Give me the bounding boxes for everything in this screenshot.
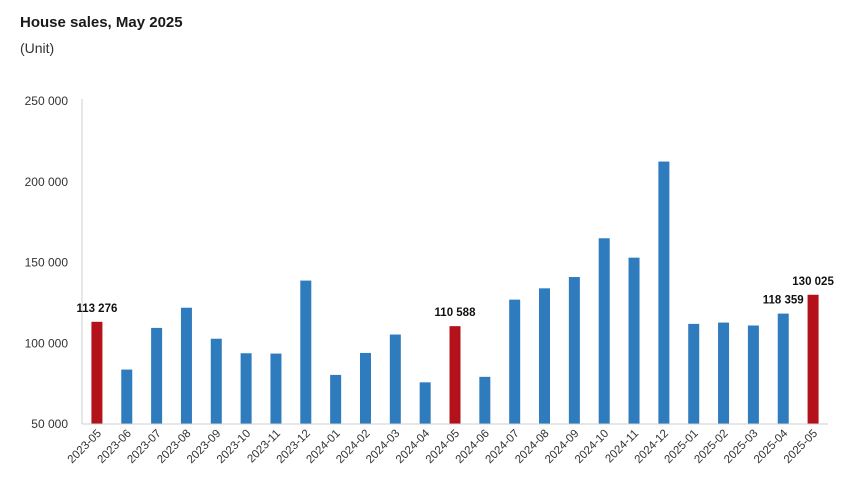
bar-2024-06 bbox=[479, 376, 491, 424]
bar-2025-04 bbox=[777, 313, 789, 424]
y-tick-label: 50 000 bbox=[31, 417, 68, 431]
y-axis: 50 000 100 000 150 000 200 000 250 000 bbox=[25, 94, 83, 431]
bar-2025-01 bbox=[688, 323, 700, 424]
y-tick-label: 200 000 bbox=[25, 175, 69, 189]
bar-2025-05 bbox=[807, 294, 819, 424]
data-label: 118 359 bbox=[763, 295, 804, 307]
data-label: 113 276 bbox=[76, 303, 117, 315]
x-axis: 2023-052023-062023-072023-082023-092023-… bbox=[66, 423, 828, 466]
bar-2023-09 bbox=[210, 338, 222, 424]
bar-2024-09 bbox=[568, 277, 580, 424]
bar-2023-11 bbox=[270, 353, 282, 424]
y-tick-label: 250 000 bbox=[25, 94, 69, 108]
bar-2024-02 bbox=[359, 352, 371, 424]
data-labels: 113 276 110 588 118 359 130 025 bbox=[76, 276, 834, 319]
bars bbox=[91, 161, 819, 424]
bar-2024-10 bbox=[598, 238, 610, 424]
bar-2024-04 bbox=[419, 382, 431, 424]
y-tick-label: 150 000 bbox=[25, 256, 69, 270]
bar-2023-07 bbox=[151, 327, 163, 424]
bar-2024-01 bbox=[330, 374, 342, 424]
data-label: 130 025 bbox=[792, 276, 834, 288]
bar-2025-03 bbox=[747, 325, 759, 424]
bar-2024-03 bbox=[389, 334, 401, 424]
bar-2023-05 bbox=[91, 321, 103, 424]
bar-2023-10 bbox=[240, 353, 252, 424]
bar-2023-06 bbox=[121, 369, 133, 424]
bar-2024-05 bbox=[449, 326, 461, 424]
y-tick-label: 100 000 bbox=[25, 336, 69, 350]
bar-2024-08 bbox=[539, 288, 551, 424]
unit-label: (Unit) bbox=[20, 40, 55, 56]
bar-2024-12 bbox=[658, 161, 670, 424]
data-label: 110 588 bbox=[435, 307, 477, 319]
chart-title: House sales, May 2025 bbox=[20, 14, 183, 31]
bar-2023-12 bbox=[300, 280, 312, 424]
bar-2023-08 bbox=[180, 307, 192, 424]
bar-2024-07 bbox=[509, 299, 521, 424]
bar-2025-02 bbox=[718, 322, 730, 424]
bar-2024-11 bbox=[628, 257, 640, 424]
